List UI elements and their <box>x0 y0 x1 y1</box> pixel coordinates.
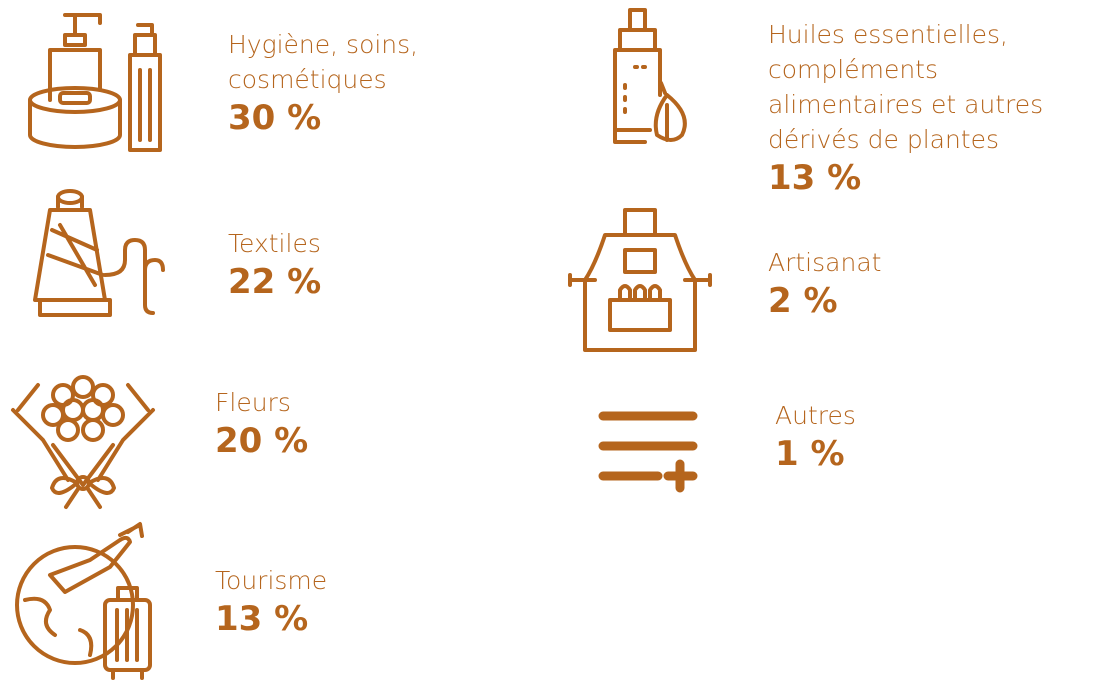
item-value: 2 % <box>768 281 838 321</box>
artisanat-icon <box>568 208 712 352</box>
item: Fleurs 20 % <box>215 385 308 462</box>
item-label: alimentaires et autres <box>768 90 1044 119</box>
item: Textiles 22 % <box>228 226 321 303</box>
item-label: Textiles <box>228 229 321 258</box>
item: Tourisme 13 % <box>215 563 327 640</box>
item-value: 13 % <box>215 599 309 639</box>
item-value: 20 % <box>215 421 309 461</box>
autres-icon <box>598 411 698 493</box>
huiles-icon <box>613 8 687 144</box>
tourisme-icon <box>15 522 152 680</box>
item-label: cosmétiques <box>228 65 387 94</box>
item-value: 30 % <box>228 98 322 138</box>
fleurs-icon <box>11 375 155 509</box>
item-label: Huiles essentielles, <box>768 20 1008 49</box>
item: Hygiène, soins, cosmétiques 30 % <box>228 27 418 139</box>
item-label: dérivés de plantes <box>768 125 1000 154</box>
item-label: Artisanat <box>768 248 882 277</box>
item: Huiles essentielles, compléments aliment… <box>768 17 1043 199</box>
item-label: Autres <box>775 401 856 430</box>
item-label: compléments <box>768 55 938 84</box>
item-value: 22 % <box>228 262 322 302</box>
item-label: Tourisme <box>215 566 328 595</box>
item: Artisanat 2 % <box>768 245 881 322</box>
item-value: 1 % <box>775 434 845 474</box>
item-label: Hygiène, soins, <box>228 30 419 59</box>
item-value: 13 % <box>768 158 862 198</box>
item-label: Fleurs <box>215 388 291 417</box>
textiles-icon <box>33 189 165 317</box>
hygiene-icon <box>28 13 162 152</box>
item: Autres 1 % <box>775 398 856 475</box>
